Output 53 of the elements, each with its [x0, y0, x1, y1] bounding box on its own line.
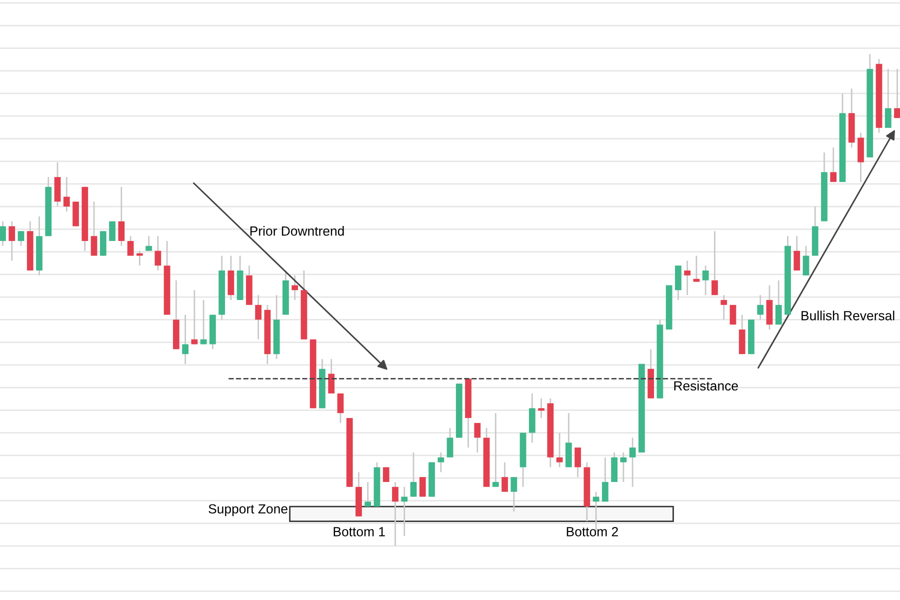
candlestick [127, 235, 134, 256]
candlestick [602, 456, 608, 502]
candlestick [200, 299, 207, 345]
candlestick [894, 68, 900, 119]
candlestick [0, 220, 6, 247]
candlestick [693, 255, 700, 282]
candlestick [684, 260, 691, 296]
candlestick [410, 452, 417, 498]
candlestick [90, 200, 98, 256]
annotation: Bottom 2 [566, 527, 618, 536]
candlestick [830, 146, 837, 183]
candlestick [146, 235, 152, 252]
annotation: Bullish Reversal [802, 310, 894, 320]
candlestick [712, 230, 718, 296]
candlestick [419, 476, 426, 498]
candlestick [118, 186, 125, 247]
candlestick [337, 392, 344, 424]
candlestick [18, 230, 24, 247]
ref-line-label: Resistance [674, 380, 738, 391]
candlestick [191, 289, 198, 345]
candlestick [884, 68, 892, 129]
candlestick [154, 235, 162, 272]
candlestick [364, 481, 372, 508]
candlestick [775, 280, 782, 326]
band-label: Support Zone [208, 504, 288, 516]
candlestick [328, 358, 335, 394]
candlestick [556, 432, 563, 468]
candlestick [802, 245, 810, 276]
candlestick [720, 294, 728, 320]
candlestick [757, 294, 764, 320]
candlestick [292, 274, 298, 301]
candlestick [401, 486, 408, 537]
candlestick [109, 220, 116, 242]
candlestick [438, 452, 444, 473]
annotation: Prior Downtrend [250, 226, 344, 236]
candlestick [446, 427, 454, 458]
candlestick [63, 176, 70, 212]
candlestick [392, 481, 398, 547]
annotation: Bottom 1 [334, 527, 385, 536]
candlestick [794, 235, 800, 272]
candlestick [8, 220, 16, 262]
candlestick [492, 412, 499, 488]
candlestick [629, 437, 636, 488]
candlestick [502, 462, 508, 492]
candlestick [620, 452, 627, 483]
candlestick [574, 446, 581, 478]
candlestick [510, 476, 518, 512]
candlestick [702, 264, 709, 296]
candlestick [474, 422, 481, 454]
candlestick [538, 398, 544, 419]
candlestick [382, 466, 390, 483]
candlestick [182, 314, 188, 365]
candlestick [255, 294, 262, 340]
